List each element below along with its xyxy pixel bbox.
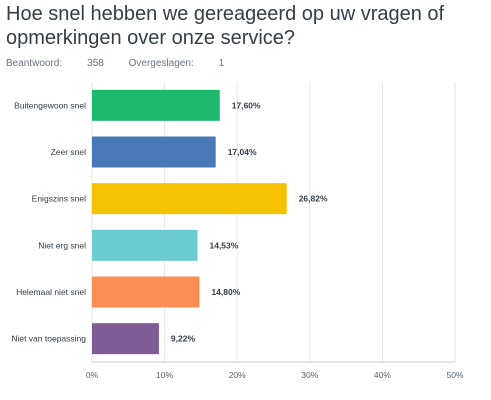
x-tick-label: 30%: [301, 370, 318, 380]
value-label: 26,82%: [299, 194, 328, 204]
chart-title: Hoe snel hebben we gereageerd op uw vrag…: [6, 3, 445, 49]
value-label: 17,04%: [228, 147, 257, 157]
skipped-value: 1: [218, 58, 225, 69]
bar: [92, 276, 200, 308]
bar: [92, 183, 287, 215]
category-label: Niet erg snel: [38, 240, 86, 250]
category-label: Enigszins snel: [32, 194, 86, 204]
category-label: Zeer snel: [51, 147, 87, 157]
response-summary: Beantwoord: 358 Overgeslagen: 1: [6, 58, 246, 69]
x-tick-label: 20%: [229, 370, 246, 380]
x-tick-label: 10%: [156, 370, 173, 380]
category-label: Helemaal niet snel: [16, 287, 86, 297]
value-label: 14,53%: [209, 240, 238, 250]
category-label: Niet van toepassing: [11, 334, 86, 344]
bar: [92, 323, 159, 355]
skipped-count: Overgeslagen: 1: [129, 58, 225, 69]
bar: [92, 136, 216, 168]
answered-count: Beantwoord: 358: [6, 58, 104, 69]
x-tick-label: 50%: [446, 370, 463, 380]
answered-value: 358: [87, 58, 104, 69]
bar: [92, 89, 220, 121]
x-tick-label: 40%: [374, 370, 391, 380]
value-label: 9,22%: [171, 334, 196, 344]
value-label: 17,60%: [232, 100, 261, 110]
value-label: 14,80%: [211, 287, 240, 297]
skipped-label: Overgeslagen:: [128, 58, 194, 69]
bar: [92, 229, 198, 261]
x-tick-label: 0%: [86, 370, 99, 380]
answered-label: Beantwoord:: [6, 58, 63, 69]
category-label: Buitengewoon snel: [14, 100, 86, 110]
